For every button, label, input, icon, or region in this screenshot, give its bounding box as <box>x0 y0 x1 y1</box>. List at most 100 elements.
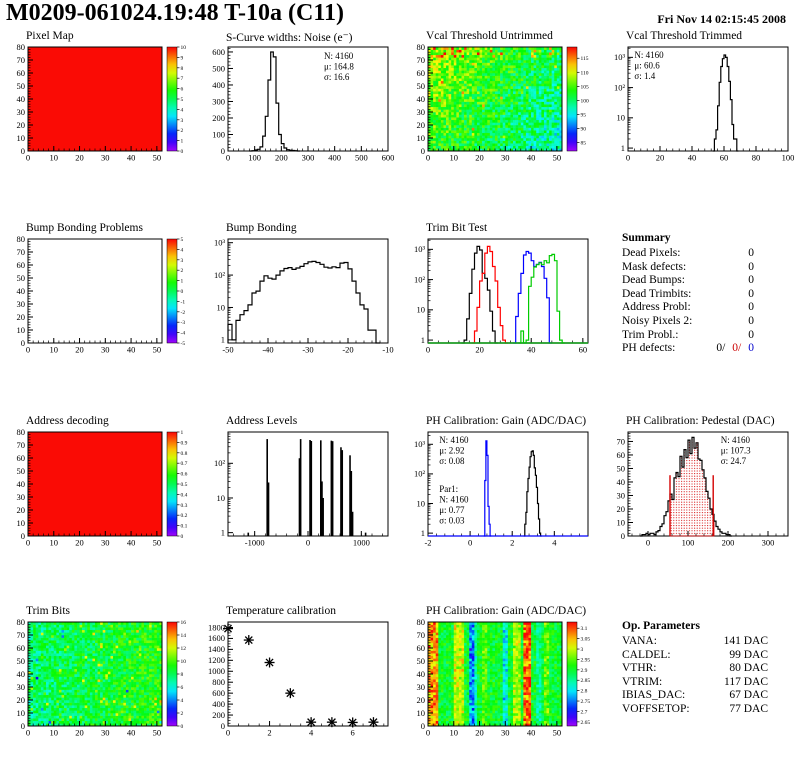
svg-text:600: 600 <box>382 153 395 163</box>
trim-bits-map-title: Trim Bits <box>26 605 71 617</box>
svg-text:10²: 10² <box>214 458 226 468</box>
svg-text:10³: 10³ <box>614 52 626 62</box>
row-value: 0 <box>748 301 754 314</box>
svg-text:50: 50 <box>17 81 26 91</box>
svg-text:400: 400 <box>212 80 225 90</box>
svg-text:60: 60 <box>417 68 426 78</box>
svg-text:σ: 0.03: σ: 0.03 <box>439 516 465 526</box>
bump-problems-map: 0 10 20 30 40 5001020304050607080-5-4-3-2-101… <box>17 234 186 355</box>
svg-text:0.6: 0.6 <box>181 472 188 478</box>
svg-text:0: 0 <box>646 538 650 548</box>
svg-text:0.9: 0.9 <box>181 440 188 446</box>
svg-text:0: 0 <box>626 153 630 163</box>
svg-text:10: 10 <box>17 325 26 335</box>
svg-text:30: 30 <box>617 490 626 500</box>
row-label: VOFFSETOP: <box>622 702 690 715</box>
svg-text:10: 10 <box>17 518 26 528</box>
svg-text:10: 10 <box>17 133 26 143</box>
svg-text:40: 40 <box>17 286 26 296</box>
row-value: 0 <box>748 247 754 259</box>
summary-panel: Summary Dead Pixels: 0 Mask defects: 0 D… <box>622 232 754 356</box>
svg-text:60: 60 <box>17 260 26 270</box>
row-label: PH defects: <box>622 342 676 355</box>
svg-text:80: 80 <box>17 427 26 437</box>
svg-text:μ: 164.8: μ: 164.8 <box>324 62 354 72</box>
svg-text:30: 30 <box>101 345 110 355</box>
svg-text:σ: 24.7: σ: 24.7 <box>721 456 747 466</box>
svg-text:0: 0 <box>426 153 430 163</box>
svg-text:20: 20 <box>75 153 84 163</box>
svg-text:1000: 1000 <box>353 538 370 548</box>
svg-text:30: 30 <box>101 538 110 548</box>
ph-defects-red: 0/ <box>732 342 742 355</box>
svg-text:0: 0 <box>181 289 184 295</box>
svg-text:50: 50 <box>17 273 26 283</box>
svg-text:0: 0 <box>426 345 430 355</box>
svg-text:10: 10 <box>217 493 226 503</box>
svg-text:σ: 16.6: σ: 16.6 <box>324 72 350 82</box>
svg-text:20: 20 <box>75 345 84 355</box>
row-label: IBIAS_DAC: <box>622 689 686 702</box>
svg-text:0: 0 <box>26 153 30 163</box>
ph-defects-blue: 0 <box>748 342 754 355</box>
summary-row-trim-probl: Trim Probl.: 0 <box>622 329 754 343</box>
svg-text:0.7: 0.7 <box>181 461 188 467</box>
svg-text:300: 300 <box>302 153 315 163</box>
svg-text:70: 70 <box>417 55 426 65</box>
svg-text:Par1:: Par1: <box>439 484 458 494</box>
plot-cell-bump-bonding-hist: Bump Bonding -50 -40 -30 -20 -10 1 10 10² 10³ <box>200 222 396 372</box>
svg-text:5: 5 <box>181 97 184 103</box>
plot-cell-scurve-noise: S-Curve widths: Noise (e⁻) 0 100 200 300 400 5… <box>200 30 396 180</box>
svg-text:σ: 0.08: σ: 0.08 <box>439 456 465 466</box>
svg-text:20: 20 <box>17 312 26 322</box>
svg-text:-1000: -1000 <box>245 538 265 548</box>
vcal-untrimmed: 0 10 20 30 40 5001020304050607080859095100105… <box>417 42 590 163</box>
svg-text:10³: 10³ <box>214 237 226 247</box>
op-row-vthr: VTHR: 80 DAC <box>622 662 768 676</box>
svg-text:4: 4 <box>181 247 184 253</box>
svg-text:10: 10 <box>617 113 626 123</box>
svg-text:20: 20 <box>475 345 484 355</box>
svg-text:20: 20 <box>417 120 426 130</box>
svg-text:1: 1 <box>181 430 184 436</box>
svg-text:3: 3 <box>181 258 184 264</box>
svg-text:40: 40 <box>127 538 136 548</box>
svg-text:10: 10 <box>217 302 226 312</box>
row-value: 80 DAC <box>729 662 768 675</box>
bump-bonding-hist: -50 -40 -30 -20 -10 1 10 10² 10³ <box>214 237 394 355</box>
svg-text:1: 1 <box>421 528 425 538</box>
trim-bit-test-title: Trim Bit Test <box>426 222 488 234</box>
svg-text:20: 20 <box>17 120 26 130</box>
svg-text:10²: 10² <box>414 469 426 479</box>
svg-text:10³: 10³ <box>414 439 426 449</box>
ph-gain-map-title: PH Calibration: Gain (ADC/DAC) <box>426 605 587 617</box>
svg-text:10: 10 <box>450 153 459 163</box>
op-row-vtrim: VTRIM: 117 DAC <box>622 676 768 690</box>
summary-row-dead-trimbits: Dead Trimbits: 0 <box>622 288 754 302</box>
page-title: M0209-061024.19:48 T-10a (C11) <box>6 0 344 26</box>
row-value: 0 <box>748 287 754 300</box>
row-label: Noisy Pixels 2: <box>622 314 693 327</box>
svg-text:-10: -10 <box>382 345 393 355</box>
svg-text:N: 4160: N: 4160 <box>439 435 469 445</box>
svg-text:N: 4160: N: 4160 <box>721 435 751 445</box>
svg-text:0.2: 0.2 <box>181 513 188 519</box>
svg-text:300: 300 <box>762 538 775 548</box>
svg-text:30: 30 <box>417 107 426 117</box>
svg-text:-5: -5 <box>181 341 186 347</box>
ph-pedestal-hist-title: PH Calibration: Pedestal (DAC) <box>626 415 775 427</box>
row-value: 141 DAC <box>723 635 768 647</box>
svg-text:10²: 10² <box>614 82 626 92</box>
svg-text:20: 20 <box>617 504 626 514</box>
svg-text:50: 50 <box>153 345 162 355</box>
row-value: 0 <box>748 274 754 287</box>
temperature-calibration-title: Temperature calibration <box>226 605 336 617</box>
summary-row-ph-defects: PH defects: 0/ 0/ 0 <box>622 342 754 356</box>
op-row-voffsetop: VOFFSETOP: 77 DAC <box>622 703 768 717</box>
plot-cell-trim-bits-map: Trim Bits 0 10 20 30 40 50 0 10 20 30 40 50 60 70 80 0 2 4… <box>0 605 196 755</box>
svg-text:70: 70 <box>617 436 626 446</box>
